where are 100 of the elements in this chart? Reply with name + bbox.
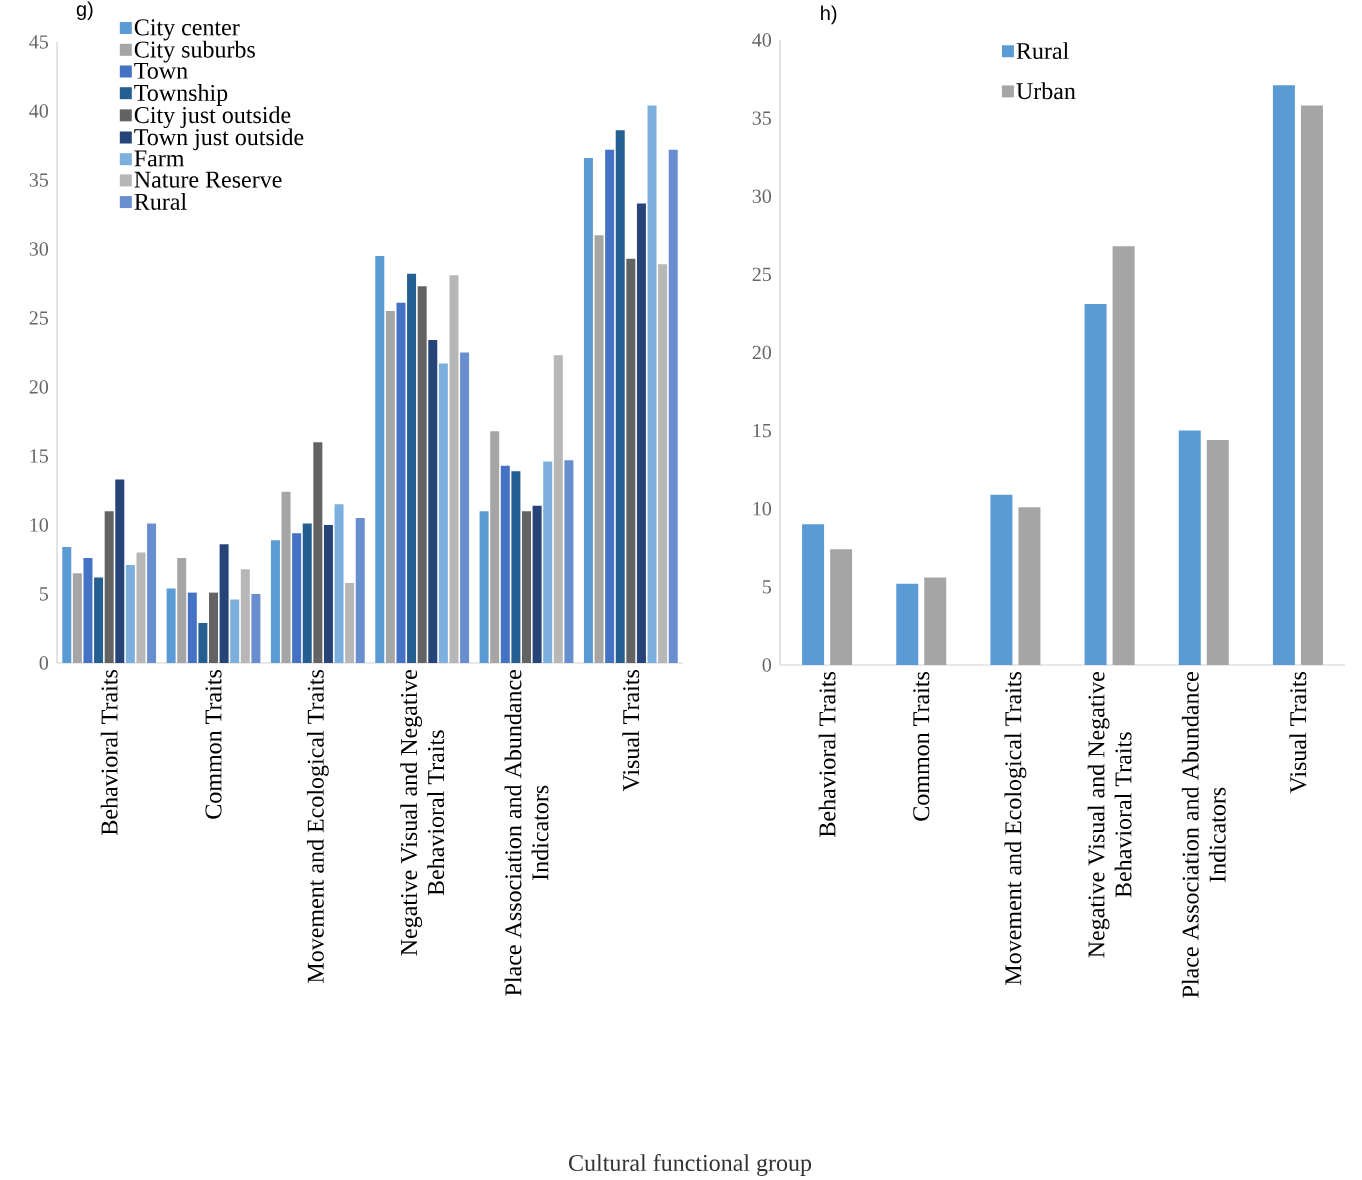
bar: [198, 622, 208, 663]
text: g): [76, 1, 93, 21]
bar: [802, 524, 825, 665]
bar: [658, 264, 668, 663]
bar: [830, 549, 853, 665]
y-tick-label: 20: [29, 380, 49, 394]
bar: [1206, 439, 1229, 665]
bar: [94, 577, 104, 663]
bar: [230, 599, 240, 663]
y-tick-label: 0: [762, 658, 772, 672]
bar: [1178, 430, 1201, 665]
legend-label: Town: [134, 62, 188, 79]
bar: [125, 565, 135, 663]
x-tick-label: Negative Visual and Negative Behavioral Traits: [1087, 672, 1132, 958]
bar: [626, 258, 636, 663]
bar: [553, 355, 563, 663]
bar: [385, 311, 395, 663]
y-tick-label: 40: [752, 33, 772, 47]
y-tick-label: 0: [39, 656, 49, 670]
bar: [564, 460, 574, 663]
bar: [500, 465, 510, 663]
bar: [166, 588, 176, 663]
x-tick-label: Place Association and Abundance Indicators: [1181, 672, 1226, 998]
bar: [375, 255, 385, 663]
x-tick-label: Common Traits: [913, 672, 930, 821]
bar: [345, 582, 355, 663]
x-tick-label: Negative Visual and Negative Behavioral Traits: [400, 670, 445, 956]
y-tick-label: 30: [752, 189, 772, 203]
y-tick-label: 25: [752, 267, 772, 282]
bar: [115, 479, 125, 663]
bar: [543, 461, 553, 663]
bar: [147, 523, 157, 663]
bar: [990, 494, 1013, 665]
legend-label: Urban: [1016, 82, 1076, 100]
legend-label: City just outside: [134, 106, 291, 129]
y-tick-label: 30: [29, 242, 49, 256]
bar: [1018, 507, 1041, 665]
y-tick-label: 35: [29, 173, 49, 187]
bar: [355, 518, 365, 663]
bar: [209, 592, 219, 663]
bar: [177, 558, 187, 663]
x-tick-label: Movement and Ecological Traits: [1004, 672, 1027, 985]
text: h): [821, 5, 837, 25]
x-tick-label: Common Traits: [205, 670, 222, 819]
bar: [511, 471, 521, 663]
bar: [313, 442, 323, 663]
bar: [449, 275, 459, 663]
bar: [62, 547, 72, 663]
bar: [83, 558, 93, 663]
x-tick-label: Behavioral Traits: [818, 672, 836, 837]
bar: [490, 431, 500, 663]
y-tick-label: 40: [29, 104, 49, 118]
legend-label: Farm: [134, 150, 185, 167]
x-tick-label: Movement and Ecological Traits: [306, 670, 329, 983]
legend-label: City suburbs: [134, 40, 255, 63]
bar: [104, 511, 114, 663]
bar: [668, 149, 678, 663]
bar: [72, 573, 82, 663]
bar: [924, 577, 947, 665]
bar: [417, 286, 427, 663]
bar: [1300, 105, 1323, 665]
bar: [615, 130, 625, 663]
y-tick-label: 10: [30, 518, 49, 532]
y-tick-label: 5: [39, 587, 49, 601]
bar: [323, 524, 333, 663]
bar: [251, 593, 261, 663]
bar: [187, 592, 197, 663]
bar: [583, 157, 593, 663]
bar: [270, 540, 280, 663]
bar: [438, 363, 448, 663]
legend-label: Township: [134, 84, 228, 106]
bar: [896, 583, 919, 665]
bar: [334, 504, 344, 663]
x-tick-label: Place Association and Abundance Indicators: [504, 670, 549, 996]
bar: [1112, 246, 1135, 665]
bar: [636, 203, 646, 663]
bar: [1084, 304, 1107, 665]
bar: [396, 302, 406, 663]
y-tick-label: 10: [753, 501, 772, 516]
legend-label: Rural: [134, 193, 187, 210]
bar: [647, 105, 657, 663]
x-axis-title: Cultural functional group: [569, 1153, 812, 1177]
bar: [594, 235, 604, 663]
y-tick-label: 15: [30, 449, 49, 463]
bar: [292, 533, 302, 663]
legend-label: Nature Reserve: [134, 171, 282, 188]
bar: [219, 544, 229, 663]
x-tick-label: Visual Traits: [1289, 672, 1307, 794]
bar: [522, 511, 531, 663]
bar: [302, 523, 312, 663]
bar: [479, 511, 489, 663]
bar: [605, 149, 615, 663]
y-tick-label: 20: [752, 345, 772, 360]
bar: [281, 491, 291, 663]
bar: [136, 552, 146, 663]
y-tick-label: 35: [752, 111, 772, 125]
y-tick-label: 5: [762, 580, 772, 594]
y-tick-label: 15: [753, 423, 772, 438]
bar: [407, 273, 417, 663]
y-tick-label: 25: [29, 311, 49, 325]
